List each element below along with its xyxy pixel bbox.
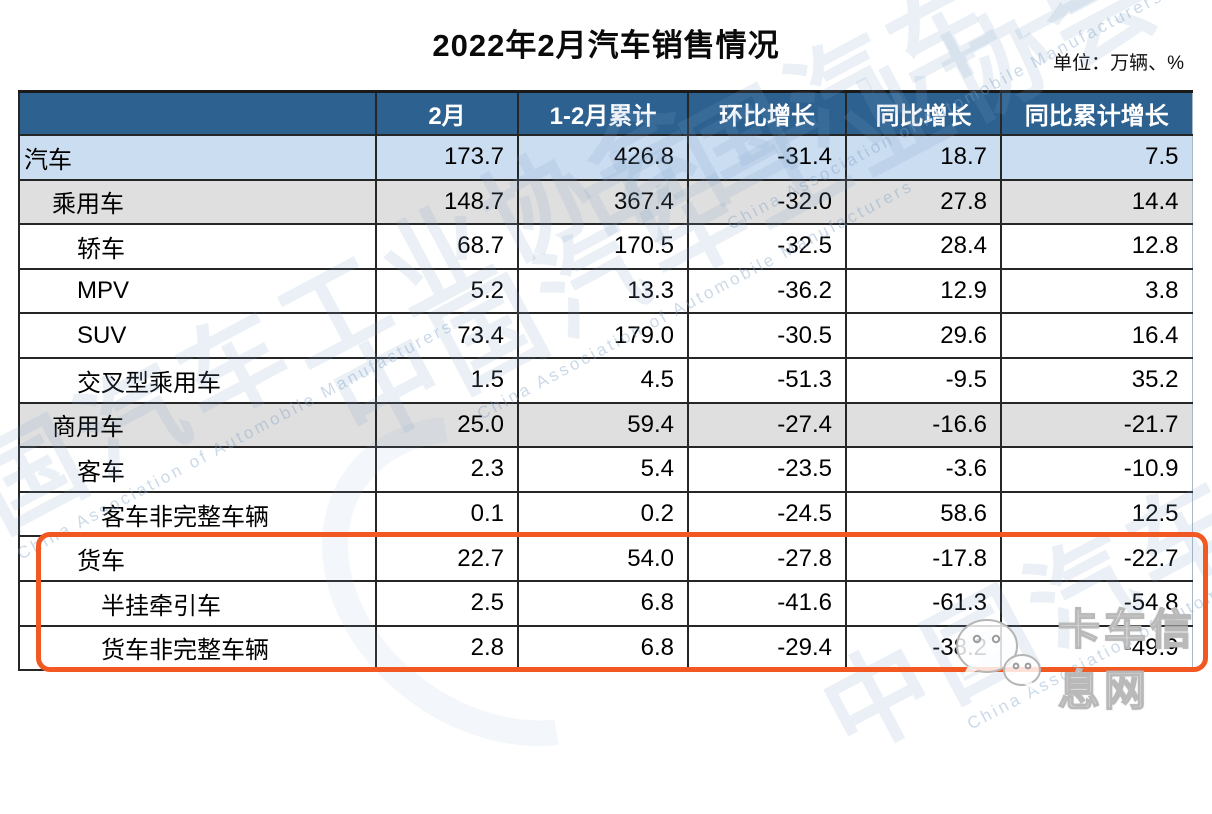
cell-value: 18.7 <box>845 134 1002 181</box>
cell-value: 54.0 <box>517 535 689 582</box>
cell-value: 35.2 <box>1000 356 1193 404</box>
sales-table-wrap: 2月 1-2月累计 环比增长 同比增长 同比累计增长 汽车 173.7 426.… <box>18 90 1193 672</box>
table-row: SUV 73.4 179.0 -30.5 29.6 16.4 <box>18 312 1193 359</box>
cell-value: 1.5 <box>375 356 519 404</box>
cell-value: -54.8 <box>1000 579 1193 627</box>
cell-value: 28.4 <box>845 223 1002 270</box>
cell-value: 179.0 <box>517 312 689 359</box>
cell-value: -23.5 <box>687 446 847 493</box>
table-row: 货车非完整车辆 2.8 6.8 -29.4 -38.2 -49.9 <box>18 624 1193 672</box>
header-row: 2月 1-2月累计 环比增长 同比增长 同比累计增长 <box>18 90 1193 136</box>
cell-value: -10.9 <box>1000 446 1193 493</box>
cell-value: 68.7 <box>375 223 519 270</box>
cell-value: 426.8 <box>517 134 689 181</box>
table-row: 货车 22.7 54.0 -27.8 -17.8 -22.7 <box>18 535 1193 582</box>
cell-value: -22.7 <box>1000 535 1193 582</box>
table-row: MPV 5.2 13.3 -36.2 12.9 3.8 <box>18 267 1193 315</box>
cell-value: 14.4 <box>1000 178 1193 226</box>
cell-value: 3.8 <box>1000 267 1193 315</box>
row-label: 轿车 <box>18 223 377 270</box>
table-row: 汽车 173.7 426.8 -31.4 18.7 7.5 <box>18 134 1193 181</box>
cell-value: 7.5 <box>1000 134 1193 181</box>
cell-value: -21.7 <box>1000 401 1193 449</box>
row-label: 客车 <box>18 446 377 493</box>
cell-value: -27.8 <box>687 535 847 582</box>
cell-value: 170.5 <box>517 223 689 270</box>
cell-value: 73.4 <box>375 312 519 359</box>
cell-value: 12.5 <box>1000 490 1193 538</box>
row-label: 商用车 <box>18 401 377 449</box>
cell-value: -49.9 <box>1000 624 1193 672</box>
sales-table: 2月 1-2月累计 环比增长 同比增长 同比累计增长 汽车 173.7 426.… <box>18 90 1193 672</box>
table-row: 半挂牵引车 2.5 6.8 -41.6 -61.3 -54.8 <box>18 579 1193 627</box>
cell-value: -29.4 <box>687 624 847 672</box>
cell-value: 2.5 <box>375 579 519 627</box>
column-header-feb: 2月 <box>375 90 519 136</box>
cell-value: 367.4 <box>517 178 689 226</box>
cell-value: -3.6 <box>845 446 1002 493</box>
row-label: MPV <box>18 267 377 315</box>
cell-value: 6.8 <box>517 624 689 672</box>
cell-value: 25.0 <box>375 401 519 449</box>
cell-value: -36.2 <box>687 267 847 315</box>
cell-value: -32.5 <box>687 223 847 270</box>
cell-value: 148.7 <box>375 178 519 226</box>
cell-value: -9.5 <box>845 356 1002 404</box>
table-row: 轿车 68.7 170.5 -32.5 28.4 12.8 <box>18 223 1193 270</box>
cell-value: 16.4 <box>1000 312 1193 359</box>
cell-value: 6.8 <box>517 579 689 627</box>
table-body: 汽车 173.7 426.8 -31.4 18.7 7.5 乘用车 148.7 … <box>18 134 1193 672</box>
cell-value: -61.3 <box>845 579 1002 627</box>
cell-value: -24.5 <box>687 490 847 538</box>
cell-value: 173.7 <box>375 134 519 181</box>
row-label: 交叉型乘用车 <box>18 356 377 404</box>
cell-value: -41.6 <box>687 579 847 627</box>
cell-value: 58.6 <box>845 490 1002 538</box>
cell-value: -31.4 <box>687 134 847 181</box>
cell-value: 59.4 <box>517 401 689 449</box>
cell-value: 27.8 <box>845 178 1002 226</box>
cell-value: -27.4 <box>687 401 847 449</box>
cell-value: -30.5 <box>687 312 847 359</box>
cell-value: 12.8 <box>1000 223 1193 270</box>
column-header-yoy: 同比增长 <box>845 90 1002 136</box>
cell-value: 2.3 <box>375 446 519 493</box>
column-header-cumulative: 1-2月累计 <box>517 90 689 136</box>
cell-value: -17.8 <box>845 535 1002 582</box>
table-row: 交叉型乘用车 1.5 4.5 -51.3 -9.5 35.2 <box>18 356 1193 404</box>
table-row: 客车 2.3 5.4 -23.5 -3.6 -10.9 <box>18 446 1193 493</box>
page-title: 2022年2月汽车销售情况 <box>432 28 780 63</box>
row-label: SUV <box>18 312 377 359</box>
cell-value: -38.2 <box>845 624 1002 672</box>
cell-value: 5.2 <box>375 267 519 315</box>
column-header-yoy-cumulative: 同比累计增长 <box>1000 90 1193 136</box>
table-row: 乘用车 148.7 367.4 -32.0 27.8 14.4 <box>18 178 1193 226</box>
cell-value: 4.5 <box>517 356 689 404</box>
cell-value: 29.6 <box>845 312 1002 359</box>
cell-value: 2.8 <box>375 624 519 672</box>
row-label: 客车非完整车辆 <box>18 490 377 538</box>
unit-label: 单位：万辆、% <box>1053 53 1184 74</box>
column-header-mom: 环比增长 <box>687 90 847 136</box>
cell-value: -16.6 <box>845 401 1002 449</box>
row-label: 半挂牵引车 <box>18 579 377 627</box>
table-row: 商用车 25.0 59.4 -27.4 -16.6 -21.7 <box>18 401 1193 449</box>
table-row: 客车非完整车辆 0.1 0.2 -24.5 58.6 12.5 <box>18 490 1193 538</box>
cell-value: 22.7 <box>375 535 519 582</box>
row-label: 货车 <box>18 535 377 582</box>
cell-value: 5.4 <box>517 446 689 493</box>
cell-value: 12.9 <box>845 267 1002 315</box>
cell-value: -32.0 <box>687 178 847 226</box>
cell-value: 0.1 <box>375 490 519 538</box>
row-label: 货车非完整车辆 <box>18 624 377 672</box>
column-header-category <box>18 90 377 136</box>
row-label: 乘用车 <box>18 178 377 226</box>
cell-value: -51.3 <box>687 356 847 404</box>
cell-value: 0.2 <box>517 490 689 538</box>
row-label: 汽车 <box>18 134 377 181</box>
cell-value: 13.3 <box>517 267 689 315</box>
